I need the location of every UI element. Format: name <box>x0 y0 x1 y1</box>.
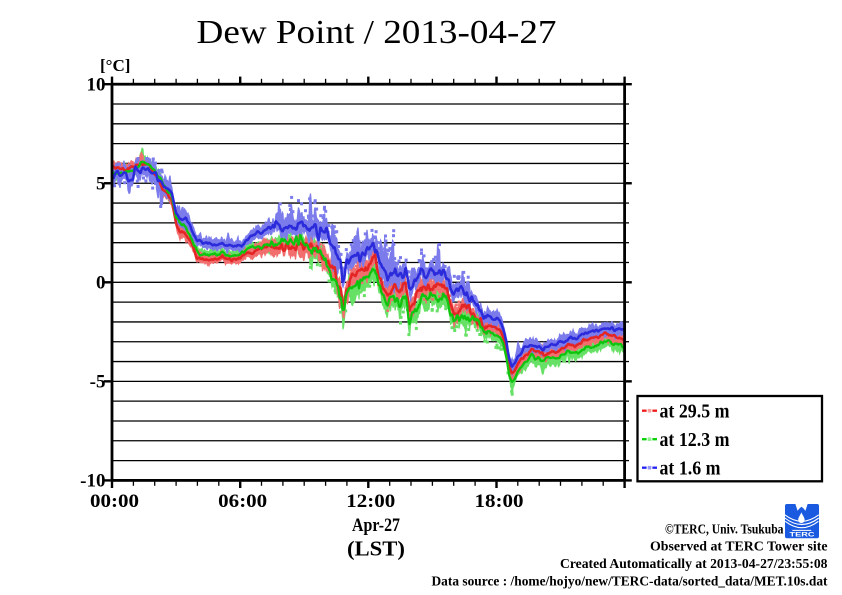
svg-text:Data source : /home/hojyo/new/: Data source : /home/hojyo/new/TERC-data/… <box>432 575 828 590</box>
svg-text:Created Automatically at 2013-: Created Automatically at 2013-04-27/23:5… <box>560 557 828 572</box>
svg-text:Observed at TERC Tower site: Observed at TERC Tower site <box>650 540 828 555</box>
svg-text:©TERC, Univ. Tsukuba: ©TERC, Univ. Tsukuba <box>665 523 784 538</box>
svg-text:18:00: 18:00 <box>475 491 524 512</box>
svg-text:at 1.6 m: at 1.6 m <box>660 458 721 480</box>
svg-text:0: 0 <box>96 273 106 294</box>
svg-text:10: 10 <box>87 75 106 96</box>
svg-text:00:00: 00:00 <box>90 491 139 512</box>
svg-text:(LST): (LST) <box>347 537 405 561</box>
svg-text:12:00: 12:00 <box>346 491 395 512</box>
svg-text:[°C]: [°C] <box>100 56 131 75</box>
svg-text:5: 5 <box>96 174 106 195</box>
svg-text:-10: -10 <box>80 471 105 492</box>
svg-text:-5: -5 <box>90 372 106 393</box>
svg-text:06:00: 06:00 <box>218 491 267 512</box>
svg-text:at 12.3 m: at 12.3 m <box>660 429 730 451</box>
svg-text:Dew Point / 2013-04-27: Dew Point / 2013-04-27 <box>197 14 557 51</box>
svg-text:at 29.5 m: at 29.5 m <box>660 401 730 423</box>
svg-text:TERC: TERC <box>790 531 816 538</box>
svg-text:Apr-27: Apr-27 <box>352 515 400 536</box>
